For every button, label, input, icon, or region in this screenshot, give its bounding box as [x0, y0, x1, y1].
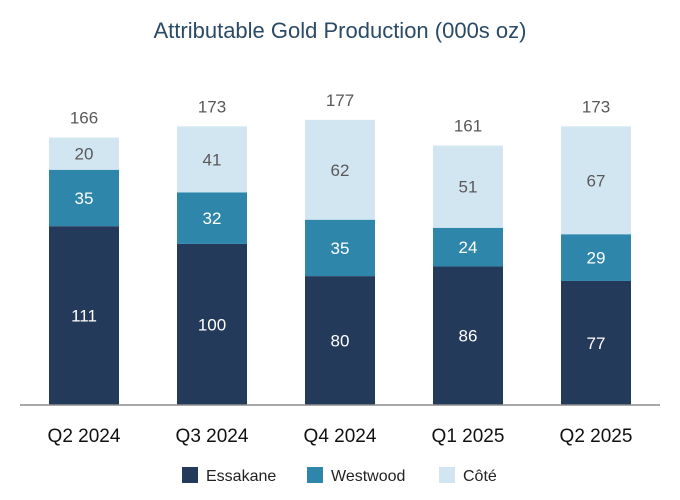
bar-westwood-q4-2024	[305, 219, 375, 277]
segment-labels-group: 111 35 20 100 32 41 80 35 62 86 24 51 77 29 67	[71, 145, 605, 353]
bar-westwood-q2-2025	[561, 234, 631, 281]
bars-group	[49, 119, 631, 405]
legend-swatch-essakane	[182, 467, 198, 483]
bar-essakane-q4-2024	[305, 276, 375, 405]
bar-cote-q3-2024	[177, 126, 247, 193]
x-tick-label-q1-2025: Q1 2025	[432, 426, 505, 447]
data-label-cote-q4-2024: 62	[331, 161, 350, 180]
bar-essakane-q3-2024	[177, 243, 247, 405]
x-tick-label-q2-2024: Q2 2024	[48, 426, 121, 447]
legend-swatch-westwood	[307, 467, 323, 483]
legend-item-westwood: Westwood	[307, 467, 405, 485]
legend-label-westwood: Westwood	[331, 468, 405, 485]
bar-essakane-q2-2024	[49, 226, 119, 405]
legend: Essakane Westwood Côté	[182, 467, 497, 485]
total-label-q4-2024: 177	[326, 91, 354, 110]
x-tick-label-q4-2024: Q4 2024	[304, 426, 377, 447]
data-label-westwood-q2-2024: 35	[75, 189, 94, 208]
data-label-westwood-q1-2025: 24	[459, 238, 478, 257]
data-label-westwood-q3-2024: 32	[203, 209, 222, 228]
total-label-q2-2025: 173	[582, 97, 610, 116]
bar-westwood-q1-2025	[433, 227, 503, 267]
x-tick-label-q3-2024: Q3 2024	[176, 426, 249, 447]
bar-cote-q1-2025	[433, 145, 503, 228]
data-label-essakane-q1-2025: 86	[459, 327, 478, 346]
bar-westwood-q3-2024	[177, 192, 247, 244]
legend-swatch-cote	[439, 467, 455, 483]
legend-label-cote: Côté	[463, 468, 497, 485]
bar-cote-q2-2024	[49, 137, 119, 170]
legend-item-essakane: Essakane	[182, 467, 276, 485]
data-label-cote-q2-2024: 20	[75, 145, 94, 164]
total-label-q2-2024: 166	[70, 109, 98, 128]
data-label-essakane-q3-2024: 100	[198, 315, 226, 334]
total-label-q3-2024: 173	[198, 97, 226, 116]
data-label-cote-q3-2024: 41	[203, 150, 222, 169]
x-tick-label-q2-2025: Q2 2025	[560, 426, 633, 447]
data-label-essakane-q2-2024: 111	[71, 307, 97, 326]
total-label-q1-2025: 161	[454, 117, 482, 136]
legend-label-essakane: Essakane	[206, 468, 276, 485]
data-label-essakane-q4-2024: 80	[331, 332, 350, 351]
bar-essakane-q1-2025	[433, 266, 503, 405]
data-label-cote-q1-2025: 51	[459, 178, 478, 197]
bar-essakane-q2-2025	[561, 280, 631, 405]
x-tick-labels-group: Q2 2024 Q3 2024 Q4 2024 Q1 2025 Q2 2025	[48, 426, 633, 447]
data-label-cote-q2-2025: 67	[587, 171, 606, 190]
data-label-westwood-q4-2024: 35	[331, 239, 350, 258]
bar-westwood-q2-2024	[49, 169, 119, 227]
bar-cote-q4-2024	[305, 119, 375, 220]
total-labels-group: 166 173 177 161 173	[70, 91, 610, 136]
chart-title: Attributable Gold Production (000s oz)	[154, 18, 527, 43]
data-label-westwood-q2-2025: 29	[587, 249, 606, 268]
legend-item-cote: Côté	[439, 467, 497, 485]
bar-cote-q2-2025	[561, 126, 631, 235]
data-label-essakane-q2-2025: 77	[587, 334, 606, 353]
